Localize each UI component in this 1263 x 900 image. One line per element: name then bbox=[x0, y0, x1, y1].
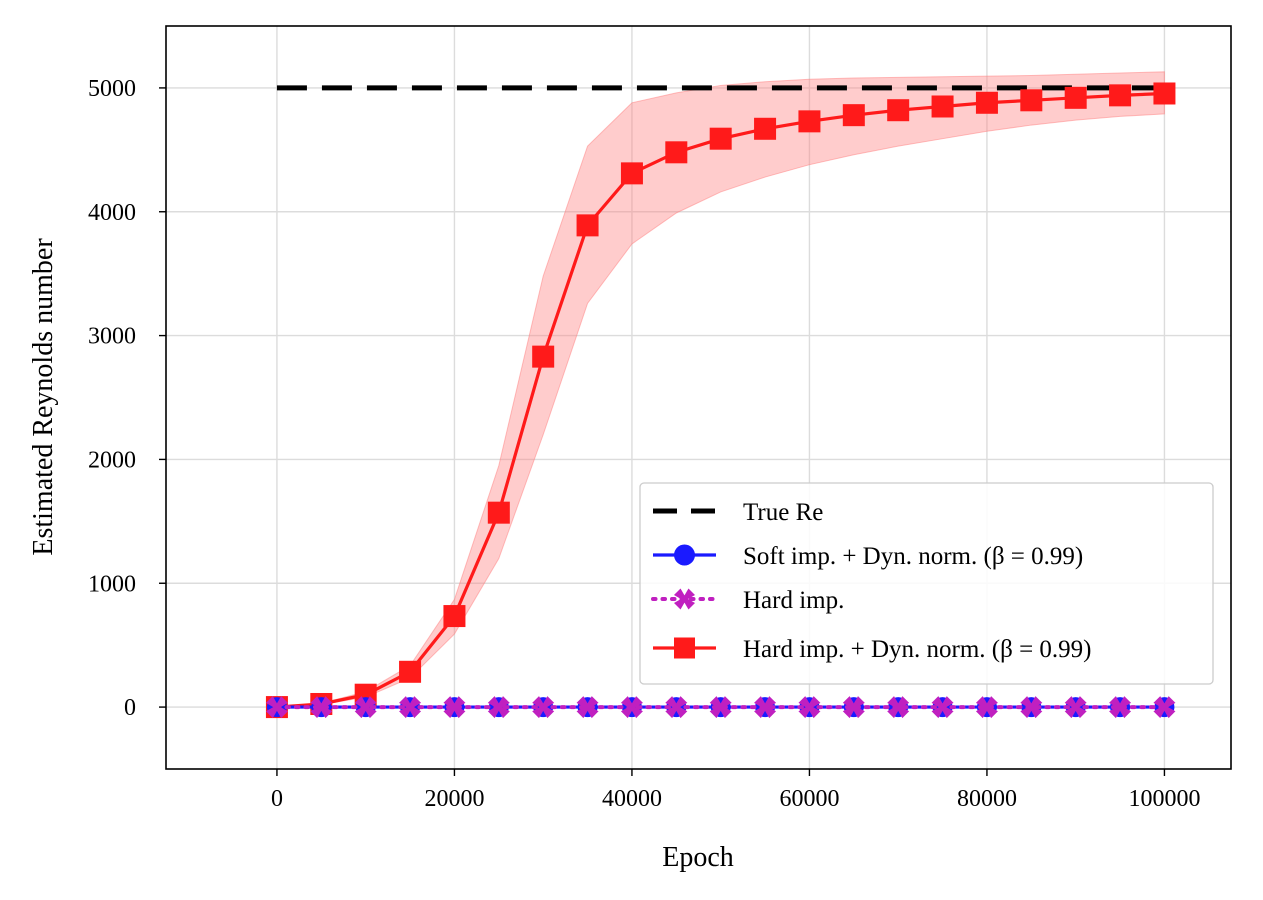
legend: True Re Soft imp. + Dyn. norm. (β = 0.99)… bbox=[639, 482, 1214, 685]
x-tick-label: 60000 bbox=[779, 786, 839, 812]
x-tick-label: 80000 bbox=[957, 786, 1017, 812]
x-tick-label: 0 bbox=[271, 786, 283, 812]
x-marker bbox=[399, 696, 422, 719]
x-marker bbox=[975, 696, 998, 719]
x-axis-label: Epoch bbox=[662, 842, 734, 873]
x-marker bbox=[887, 696, 910, 719]
square-marker bbox=[709, 127, 732, 150]
square-marker bbox=[1153, 82, 1176, 105]
x-marker bbox=[487, 696, 510, 719]
legend-entries: True Re Soft imp. + Dyn. norm. (β = 0.99)… bbox=[651, 499, 1092, 663]
square-marker bbox=[399, 660, 422, 683]
x-tick-label: 20000 bbox=[424, 786, 484, 812]
x-marker bbox=[265, 696, 288, 719]
square-marker bbox=[532, 345, 555, 368]
square-marker bbox=[842, 104, 865, 127]
y-tick-label: 4000 bbox=[88, 200, 136, 226]
circle-marker bbox=[674, 544, 695, 566]
legend-label: Soft imp. + Dyn. norm. (β = 0.99) bbox=[743, 543, 1083, 570]
square-marker bbox=[1109, 84, 1132, 107]
legend-box bbox=[639, 482, 1214, 685]
square-marker bbox=[754, 117, 777, 140]
x-marker bbox=[1020, 696, 1043, 719]
y-tick-label: 3000 bbox=[88, 324, 136, 350]
square-marker bbox=[975, 91, 998, 114]
legend-label: Hard imp. bbox=[743, 587, 844, 614]
square-marker bbox=[1020, 89, 1043, 112]
legend-entry: True Re bbox=[653, 499, 823, 526]
legend-entry: Hard imp. bbox=[651, 587, 844, 614]
x-marker bbox=[443, 696, 466, 719]
square-marker bbox=[887, 99, 910, 122]
x-marker bbox=[798, 696, 821, 719]
square-marker bbox=[576, 214, 599, 237]
y-tick-label: 1000 bbox=[88, 571, 136, 597]
y-axis-label: Estimated Reynolds number bbox=[28, 238, 59, 556]
x-marker bbox=[620, 696, 643, 719]
x-marker bbox=[931, 696, 954, 719]
x-marker bbox=[1064, 696, 1087, 719]
x-tick-label: 100000 bbox=[1128, 786, 1200, 812]
legend-entry: Hard imp. + Dyn. norm. (β = 0.99) bbox=[653, 636, 1092, 663]
square-marker bbox=[931, 95, 954, 118]
x-marker bbox=[1153, 696, 1176, 719]
square-marker bbox=[665, 141, 688, 164]
square-marker bbox=[487, 501, 510, 524]
legend-label: True Re bbox=[743, 499, 823, 526]
x-marker bbox=[310, 696, 333, 719]
x-marker bbox=[665, 696, 688, 719]
series-layer bbox=[265, 82, 1176, 719]
square-marker bbox=[798, 110, 821, 133]
x-marker bbox=[709, 696, 732, 719]
y-tick-label: 2000 bbox=[88, 447, 136, 473]
x-marker bbox=[754, 696, 777, 719]
x-marker bbox=[576, 696, 599, 719]
x-marker bbox=[842, 696, 865, 719]
square-marker bbox=[674, 637, 695, 659]
square-marker bbox=[1064, 86, 1087, 109]
series-2 bbox=[265, 696, 1176, 719]
x-marker bbox=[532, 696, 555, 719]
y-tick-label: 0 bbox=[124, 695, 136, 721]
legend-label: Hard imp. + Dyn. norm. (β = 0.99) bbox=[743, 636, 1092, 663]
x-marker bbox=[354, 696, 377, 719]
square-marker bbox=[620, 162, 643, 185]
axis-ticks: 0 20000 40000 60000 80000 100000 0 1000 2000 3000… bbox=[88, 76, 1200, 812]
square-marker bbox=[443, 605, 466, 628]
y-tick-label: 5000 bbox=[88, 76, 136, 102]
x-marker bbox=[674, 588, 695, 610]
legend-entry: Soft imp. + Dyn. norm. (β = 0.99) bbox=[653, 543, 1083, 570]
x-tick-label: 40000 bbox=[602, 786, 662, 812]
x-marker bbox=[1109, 696, 1132, 719]
plot-frame bbox=[165, 25, 1232, 770]
